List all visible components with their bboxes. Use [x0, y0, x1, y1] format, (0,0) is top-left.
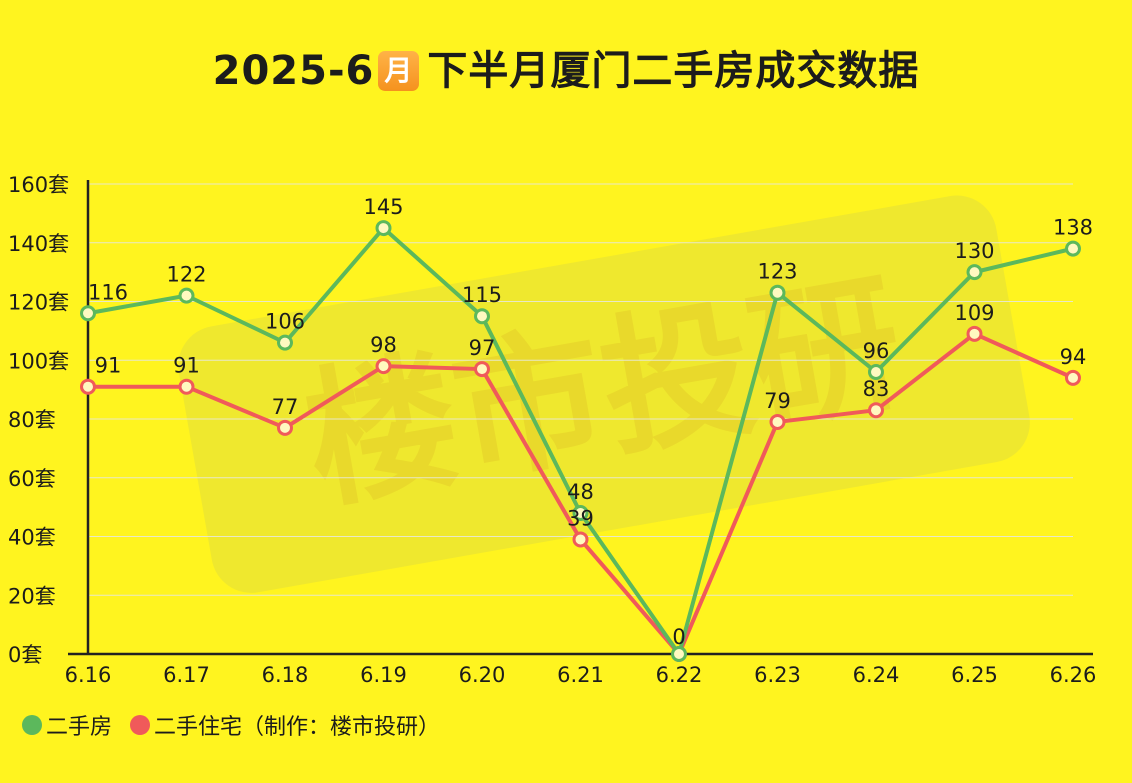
x-tick-label: 6.26 — [1050, 663, 1097, 687]
x-tick-label: 6.23 — [754, 663, 801, 687]
x-tick-label: 6.22 — [656, 663, 703, 687]
x-tick-label: 6.19 — [360, 663, 407, 687]
data-point-red — [375, 358, 392, 375]
title-prefix: 2025-6 — [212, 48, 375, 94]
data-label: 83 — [863, 377, 890, 401]
x-tick-label: 6.21 — [557, 663, 604, 687]
y-tick-label: 140套 — [8, 232, 69, 256]
y-tick-label: 60套 — [8, 467, 56, 491]
y-tick-label: 160套 — [8, 173, 69, 197]
legend-red-dot-icon — [130, 715, 151, 735]
title-suffix: 下半月厦门二手房成交数据 — [427, 48, 920, 94]
data-label: 98 — [370, 333, 397, 357]
data-label: 39 — [567, 506, 594, 530]
month-badge-icon: 月 — [378, 51, 420, 91]
data-label: 91 — [173, 354, 200, 378]
series-lines — [80, 220, 1081, 662]
y-tick-label: 40套 — [8, 526, 56, 550]
data-point-red — [769, 413, 786, 430]
legend-item-red[interactable]: 二手住宅（制作：楼市投研） — [130, 709, 440, 741]
data-point-red — [80, 378, 96, 395]
legend: 二手房 二手住宅（制作：楼市投研） — [22, 709, 440, 741]
data-point-red — [868, 402, 884, 419]
x-tick-label: 6.24 — [853, 663, 900, 687]
data-labels: 116 122 106 145 115 48 0 123 96 130 138 91 91 77 98 97 3… — [88, 195, 1093, 649]
data-label: 79 — [764, 389, 791, 413]
data-label: 116 — [88, 280, 128, 304]
legend-label-green: 二手房 — [46, 715, 113, 740]
data-label: 115 — [462, 283, 502, 307]
data-point-green — [80, 305, 96, 322]
data-point-red — [474, 361, 490, 378]
x-tick-label: 6.17 — [163, 663, 210, 687]
y-tick-label: 120套 — [8, 291, 69, 315]
watermark-box — [178, 195, 1030, 593]
data-label: 106 — [265, 310, 305, 334]
data-point-green — [474, 308, 490, 325]
data-label: 94 — [1060, 345, 1087, 369]
data-label: 145 — [363, 195, 403, 219]
data-label: 77 — [272, 395, 299, 419]
data-point-red — [1065, 369, 1081, 386]
x-tick-label: 6.18 — [262, 663, 309, 687]
data-label: 0 — [672, 625, 685, 649]
y-tick-label: 0套 — [8, 643, 42, 667]
y-tick-label: 20套 — [8, 584, 56, 608]
legend-green-dot-icon — [22, 715, 42, 735]
data-label: 96 — [863, 339, 890, 363]
data-label: 130 — [954, 239, 994, 263]
data-label: 109 — [954, 301, 994, 325]
data-label: 97 — [469, 336, 496, 360]
data-point-green — [277, 334, 293, 351]
legend-item-green[interactable]: 二手房 — [22, 709, 112, 741]
data-point-green — [375, 220, 392, 237]
data-point-green — [868, 364, 884, 380]
y-tick-label: 100套 — [8, 349, 69, 373]
data-point-green — [572, 505, 589, 521]
x-tick-label: 6.25 — [951, 663, 998, 687]
chart-title: 2025-6 月下半月厦门二手房成交数据 — [0, 38, 1132, 96]
data-label: 91 — [95, 354, 122, 378]
data-point-green — [966, 264, 983, 281]
data-label: 123 — [757, 260, 797, 284]
data-label: 122 — [166, 263, 206, 287]
data-point-red — [178, 378, 195, 395]
data-point-green — [769, 284, 786, 301]
watermark: 楼市投研 — [178, 195, 1030, 593]
data-point-green — [1065, 240, 1081, 257]
watermark-group: 楼市投研 — [178, 195, 1030, 593]
x-tick-label: 6.20 — [459, 663, 506, 687]
x-tick-label: 6.16 — [65, 663, 112, 687]
data-label: 48 — [567, 480, 594, 504]
axes: 6.16 6.17 6.18 6.19 6.20 6.21 6.22 6.23 6.24 6.25… — [65, 180, 1097, 687]
data-point-red — [572, 531, 589, 548]
data-label: 138 — [1053, 216, 1093, 240]
data-point-green — [671, 646, 687, 662]
y-tick-label: 80套 — [8, 408, 56, 432]
data-point-green — [178, 287, 195, 304]
legend-label-red: 二手住宅（制作：楼市投研） — [154, 715, 441, 740]
data-point-red — [966, 325, 983, 342]
data-point-red — [277, 419, 293, 436]
